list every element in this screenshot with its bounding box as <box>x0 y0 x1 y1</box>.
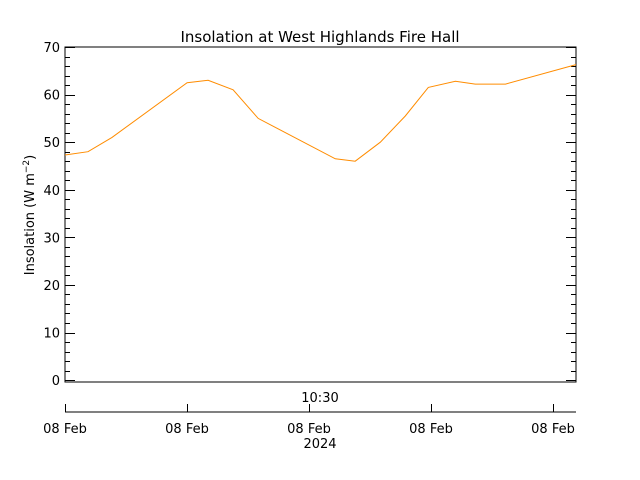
y-tick-label: 10 <box>43 327 60 342</box>
x-tick-label: 08 Feb <box>287 422 331 437</box>
y-axis-ticks <box>65 47 576 381</box>
chart-title: Insolation at West Highlands Fire Hall <box>180 28 459 46</box>
y-tick-label: 30 <box>43 231 60 246</box>
x-axis: 08 Feb 08 Feb 08 Feb 08 Feb 08 Feb 10:30 202… <box>43 391 576 452</box>
y-tick-label: 40 <box>43 184 60 199</box>
svg-text:Insolation (W m−2): Insolation (W m−2) <box>22 155 38 276</box>
y-tick-label: 70 <box>43 41 60 56</box>
x-tick-label: 08 Feb <box>43 422 87 437</box>
insolation-line <box>64 64 577 162</box>
x-center-time-label: 10:30 <box>301 391 338 406</box>
x-tick-label: 08 Feb <box>165 422 209 437</box>
x-year-label: 2024 <box>303 437 336 452</box>
y-tick-label: 0 <box>52 374 60 389</box>
y-tick-label: 50 <box>43 136 60 151</box>
x-tick-label: 08 Feb <box>531 422 575 437</box>
y-tick-label: 20 <box>43 279 60 294</box>
y-axis-label: Insolation (W m−2) <box>22 155 38 276</box>
y-tick-label: 60 <box>43 89 60 104</box>
x-tick-label: 08 Feb <box>409 422 453 437</box>
plot-frame <box>64 46 577 383</box>
y-axis-tick-labels: 0 10 20 30 40 50 60 70 <box>43 41 60 389</box>
